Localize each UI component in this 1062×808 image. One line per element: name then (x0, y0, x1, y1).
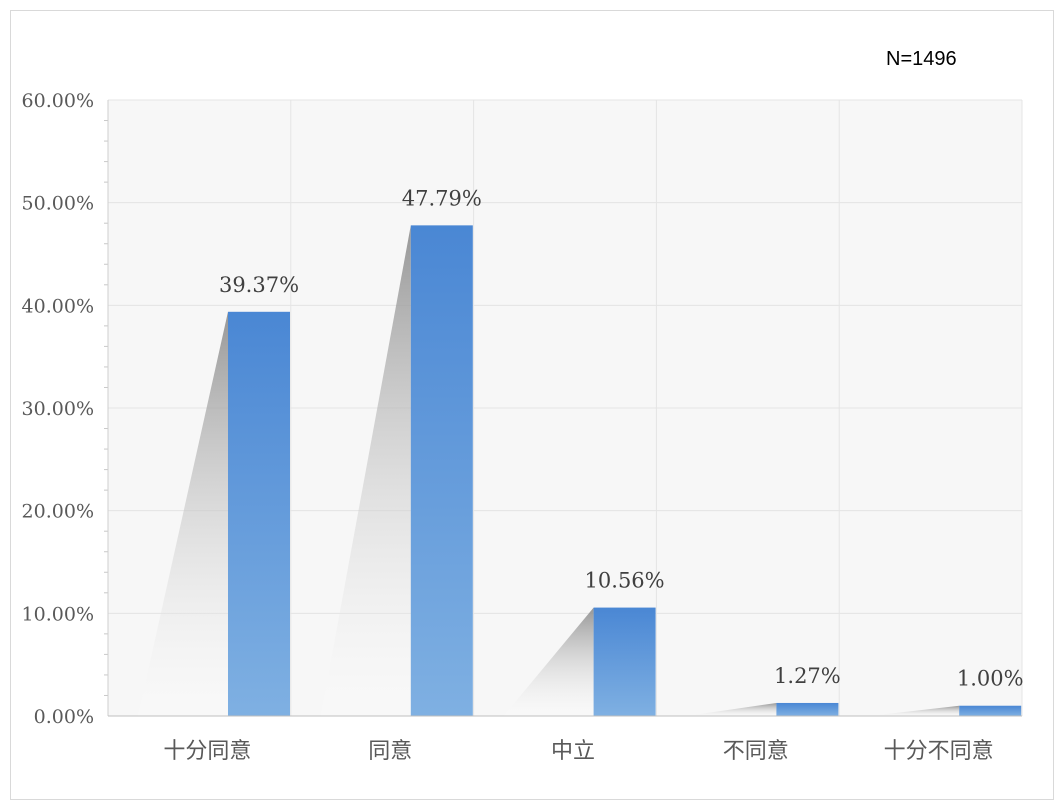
y-tick-label: 10.00% (22, 603, 94, 625)
x-tick-label: 同意 (368, 739, 412, 764)
y-tick-label: 30.00% (22, 398, 94, 420)
data-label: 10.56% (585, 569, 665, 593)
data-label: 39.37% (219, 273, 299, 297)
y-tick-label: 0.00% (34, 706, 94, 728)
bar (411, 225, 473, 716)
data-label: 1.27% (774, 664, 841, 688)
bar (776, 703, 838, 716)
bar (228, 312, 290, 716)
sample-size-annotation: N=1496 (886, 48, 957, 71)
x-tick-label: 十分同意 (163, 739, 251, 764)
bar (959, 706, 1021, 716)
bar (594, 608, 656, 716)
y-tick-label: 60.00% (22, 90, 94, 112)
data-label: 47.79% (402, 186, 482, 210)
x-tick-label: 不同意 (723, 739, 789, 764)
x-tick-label: 中立 (551, 739, 595, 764)
y-tick-label: 50.00% (22, 193, 94, 215)
data-label: 1.00% (957, 667, 1024, 691)
y-tick-label: 20.00% (22, 501, 94, 523)
y-axis-tick-labels: 0.00% 10.00% 20.00% 30.00% 40.00% 50.00% 60.00… (22, 90, 94, 728)
x-tick-label: 十分不同意 (884, 739, 994, 764)
x-axis-tick-labels: 十分同意 同意 中立 不同意 十分不同意 (163, 739, 993, 764)
y-tick-label: 40.00% (22, 295, 94, 317)
